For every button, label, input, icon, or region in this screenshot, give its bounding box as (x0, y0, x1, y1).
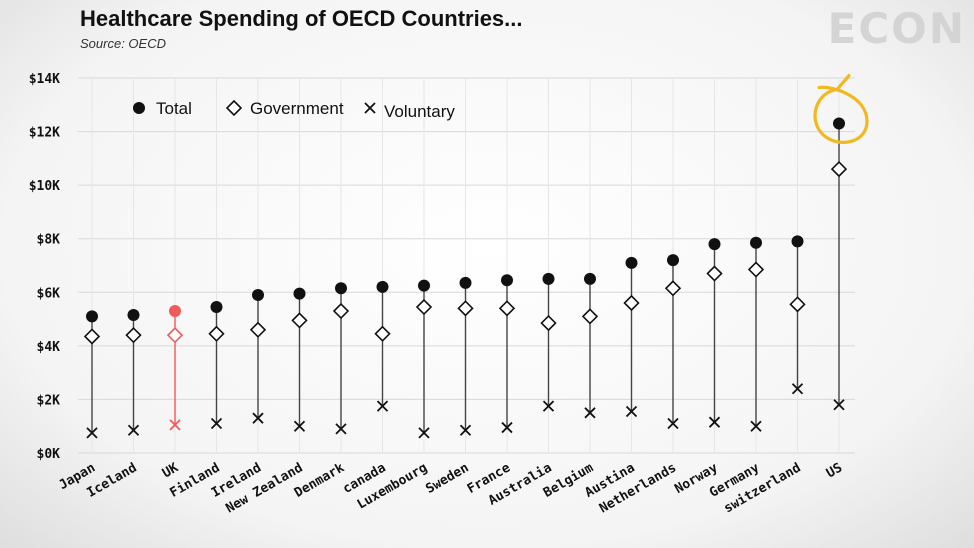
total-point (252, 288, 264, 301)
total-point (127, 309, 140, 322)
total-point (169, 305, 181, 318)
government-point (830, 160, 848, 178)
voluntary-point (791, 383, 804, 395)
total-point (625, 256, 638, 269)
total-point (376, 280, 389, 293)
government-point (457, 300, 474, 317)
voluntary-point (501, 421, 513, 434)
total-point (584, 272, 596, 285)
y-tick-label: $10K (29, 179, 60, 194)
total-point (542, 272, 555, 285)
chart-title: Healthcare Spending of OECD Countries... (80, 6, 523, 31)
voluntary-point (833, 399, 845, 411)
legend-voluntary-marker (364, 102, 376, 114)
government-point (664, 280, 682, 297)
voluntary-point (376, 400, 389, 412)
government-point (747, 261, 765, 278)
government-point (374, 325, 391, 342)
government-point (166, 327, 184, 344)
total-point (293, 287, 306, 300)
legend-total-marker (133, 102, 145, 114)
voluntary-point (293, 420, 306, 432)
voluntary-point (210, 417, 223, 430)
government-point (706, 265, 723, 282)
voluntary-point (169, 419, 181, 431)
legend-voluntary-label: Voluntary (384, 102, 455, 121)
voluntary-point (667, 417, 679, 430)
total-point (750, 236, 762, 249)
y-tick-label: $4K (37, 340, 61, 355)
government-point (415, 298, 433, 316)
voluntary-point (86, 427, 98, 439)
total-point (791, 235, 804, 248)
y-tick-label: $12K (29, 126, 60, 141)
total-point (459, 276, 472, 289)
x-tick-label: UK (160, 460, 181, 481)
y-tick-label: $8K (37, 233, 61, 248)
x-tick-label: Sweden (423, 460, 471, 496)
total-point (501, 274, 513, 287)
voluntary-point (625, 405, 638, 418)
legend-government-label: Government (250, 99, 344, 118)
total-point (335, 282, 347, 295)
total-point (418, 279, 430, 292)
legend-government-marker (225, 99, 243, 117)
voluntary-point (542, 400, 555, 412)
voluntary-point (252, 412, 264, 424)
government-point (125, 327, 142, 344)
y-tick-label: $0K (37, 447, 61, 462)
voluntary-point (459, 424, 472, 436)
government-point (581, 308, 599, 325)
total-point (708, 238, 721, 251)
annotation-circle (813, 73, 869, 144)
government-point (249, 321, 267, 338)
voluntary-point (708, 416, 721, 428)
y-tick-label: $2K (37, 393, 61, 408)
voluntary-point (127, 424, 140, 436)
government-point (83, 328, 101, 345)
government-point (498, 300, 516, 317)
government-point (291, 312, 308, 329)
total-point (667, 254, 679, 267)
voluntary-point (418, 427, 430, 439)
government-point (789, 296, 806, 313)
government-point (208, 325, 225, 342)
chart-source: Source: OECD (80, 36, 166, 51)
government-point (332, 302, 350, 320)
total-point (210, 301, 223, 314)
legend-total-label: Total (156, 99, 192, 118)
voluntary-point (584, 407, 596, 419)
y-tick-label: $6K (37, 286, 61, 301)
total-point (86, 310, 98, 323)
government-point (540, 314, 557, 332)
y-tick-label: $14K (29, 72, 60, 87)
x-tick-label: US (824, 460, 845, 481)
voluntary-point (750, 420, 762, 432)
voluntary-point (335, 423, 347, 435)
government-point (623, 294, 640, 312)
total-point (833, 117, 845, 130)
brand-watermark: ECON (827, 4, 966, 53)
